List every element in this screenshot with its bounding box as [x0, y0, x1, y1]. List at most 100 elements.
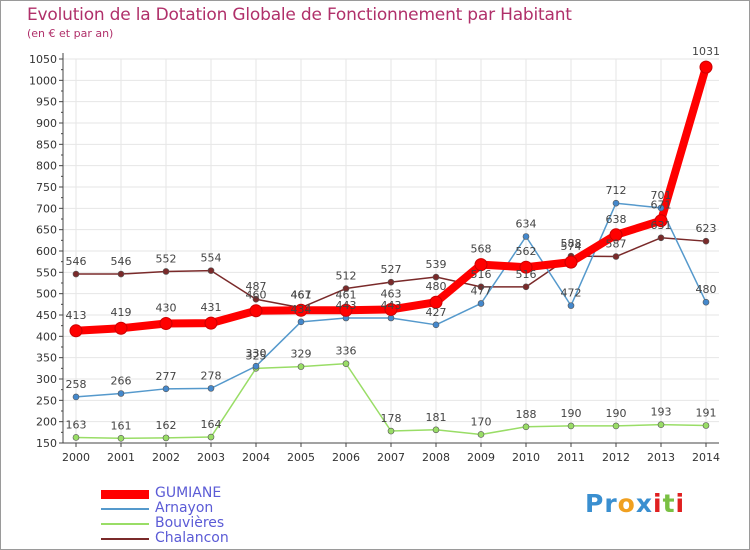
x-tick-label: 2010	[512, 451, 540, 464]
y-tick-label: 1050	[29, 53, 57, 66]
data-label-arnayon: 634	[516, 217, 537, 230]
data-point-chalancon	[207, 267, 215, 274]
legend-label: Chalancon	[155, 530, 229, 546]
logo-letter: i	[652, 489, 663, 518]
data-point-chalancon	[522, 283, 530, 291]
proxiti-logo: Proxiti	[585, 489, 685, 518]
y-tick-label: 350	[36, 352, 57, 365]
legend-item-arnayon: Arnayon	[101, 500, 341, 516]
chart-subtitle: (en € et par an)	[27, 27, 114, 40]
data-label-gumiane: 1031	[692, 45, 720, 58]
data-label-bouvieres: 191	[696, 407, 717, 420]
y-tick-label: 600	[36, 245, 57, 258]
y-tick-label: 550	[36, 266, 57, 279]
data-label-bouvieres: 190	[606, 407, 627, 420]
x-tick-label: 2004	[242, 451, 270, 464]
x-tick-label: 2013	[647, 451, 675, 464]
data-point-gumiane	[339, 303, 353, 317]
data-label-gumiane: 419	[111, 306, 132, 319]
data-label-gumiane: 638	[606, 213, 627, 226]
x-tick-label: 2005	[287, 451, 315, 464]
data-point-chalancon	[387, 278, 395, 286]
data-label-bouvieres: 163	[66, 418, 87, 431]
y-tick-label: 650	[36, 224, 57, 237]
data-label-bouvieres: 193	[651, 406, 672, 419]
data-point-gumiane	[519, 260, 533, 274]
y-tick-label: 200	[36, 416, 57, 429]
data-point-gumiane	[69, 324, 83, 338]
data-label-arnayon: 480	[696, 283, 717, 296]
data-label-bouvieres: 164	[201, 418, 222, 431]
legend-item-chalancon: Chalancon	[101, 530, 341, 546]
data-label-bouvieres: 178	[381, 412, 402, 425]
data-label-arnayon: 266	[111, 375, 132, 388]
data-label-arnayon: 258	[66, 378, 87, 391]
data-label-chalancon: 554	[201, 252, 222, 265]
data-point-chalancon	[72, 270, 80, 278]
data-label-bouvieres: 162	[156, 419, 177, 432]
data-label-chalancon: 539	[426, 258, 447, 271]
x-tick-label: 2008	[422, 451, 450, 464]
legend-label: Bouvières	[155, 515, 225, 531]
y-tick-label: 800	[36, 160, 57, 173]
data-point-chalancon	[342, 285, 350, 292]
data-point-arnayon	[477, 300, 485, 307]
data-label-arnayon: 330	[246, 347, 267, 360]
data-label-chalancon: 512	[336, 270, 357, 283]
data-point-bouvieres	[657, 421, 665, 428]
data-label-gumiane: 461	[336, 288, 357, 301]
data-label-chalancon: 587	[606, 238, 627, 251]
data-label-bouvieres: 325	[246, 349, 267, 362]
legend-label: Arnayon	[155, 500, 214, 516]
data-label-arnayon: 477	[471, 284, 492, 297]
y-tick-label: 1000	[29, 74, 57, 87]
y-tick-label: 850	[36, 138, 57, 151]
y-tick-label: 150	[36, 437, 57, 450]
y-tick-label: 300	[36, 373, 57, 386]
data-point-chalancon	[432, 273, 440, 281]
data-point-chalancon	[252, 295, 260, 303]
legend-swatch	[101, 508, 149, 510]
data-label-bouvieres: 161	[111, 419, 132, 432]
data-label-chalancon: 527	[381, 263, 402, 276]
data-label-chalancon: 552	[156, 252, 177, 265]
data-point-bouvieres	[477, 431, 485, 438]
data-point-chalancon	[477, 283, 485, 291]
legend-swatch	[101, 538, 149, 540]
data-point-chalancon	[702, 237, 710, 245]
logo-letter: i	[675, 489, 686, 518]
data-point-bouvieres	[567, 422, 575, 430]
data-label-chalancon: 516	[516, 268, 537, 281]
data-label-gumiane: 671	[651, 199, 672, 212]
data-point-bouvieres	[297, 363, 305, 370]
data-label-chalancon: 623	[696, 222, 717, 235]
data-points	[69, 60, 713, 442]
data-point-chalancon	[162, 268, 170, 275]
data-point-bouvieres	[207, 433, 215, 441]
chart-title: Evolution de la Dotation Globale de Fonc…	[27, 5, 572, 25]
data-point-gumiane	[384, 302, 398, 316]
data-label-chalancon: 546	[66, 255, 87, 268]
legend-label: GUMIANE	[155, 485, 222, 501]
data-point-arnayon	[522, 233, 530, 240]
data-label-chalancon: 467	[291, 289, 312, 302]
data-point-bouvieres	[162, 434, 170, 442]
x-tick-label: 2009	[467, 451, 495, 464]
y-tick-label: 400	[36, 330, 57, 343]
data-label-chalancon: 546	[111, 255, 132, 268]
legend-item-gumiane: GUMIANE	[101, 485, 341, 501]
data-point-arnayon	[567, 302, 575, 309]
logo-letter: o	[617, 489, 636, 518]
data-label-arnayon: 434	[291, 303, 312, 316]
data-point-arnayon	[702, 298, 710, 306]
data-point-gumiane	[609, 228, 623, 242]
data-point-gumiane	[294, 303, 308, 317]
legend-swatch	[101, 523, 149, 525]
x-tick-label: 2006	[332, 451, 360, 464]
data-label-bouvieres: 188	[516, 408, 537, 421]
data-point-gumiane	[699, 60, 713, 74]
x-tick-label: 2007	[377, 451, 405, 464]
data-label-arnayon: 427	[426, 306, 447, 319]
data-label-arnayon: 443	[336, 299, 357, 312]
